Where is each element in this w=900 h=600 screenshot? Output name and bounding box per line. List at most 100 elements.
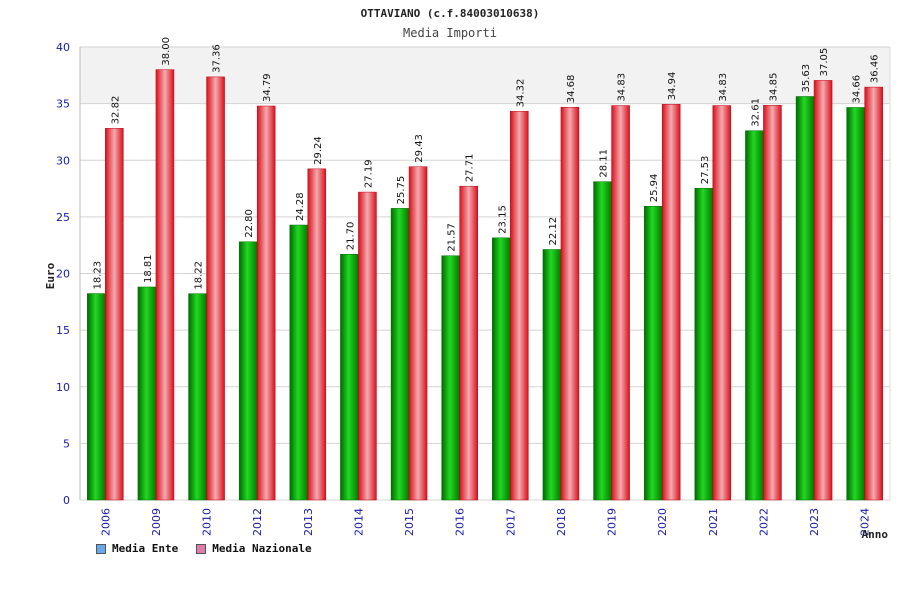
bar-media-ente — [593, 181, 612, 501]
bar-media-nazionale — [510, 111, 529, 501]
y-tick-label: 30 — [56, 154, 70, 167]
bar-media-nazionale — [206, 76, 225, 501]
bar-media-ente — [846, 107, 865, 501]
bar-media-nazionale — [611, 105, 630, 501]
y-tick-label: 5 — [63, 437, 70, 450]
value-label: 32.61 — [750, 98, 761, 127]
bar-media-ente — [492, 237, 511, 501]
x-tick-label: 2010 — [201, 508, 214, 536]
x-tick-label: 2020 — [656, 508, 669, 536]
bar-media-nazionale — [307, 168, 327, 501]
value-label: 29.43 — [414, 134, 425, 163]
value-label: 21.70 — [345, 222, 356, 251]
x-tick-label: 2015 — [403, 508, 416, 536]
x-tick-label: 2018 — [555, 508, 568, 536]
bar-media-ente — [289, 224, 309, 501]
bar-media-nazionale — [813, 80, 833, 501]
bar-media-ente — [542, 249, 562, 501]
value-label: 32.82 — [110, 96, 121, 125]
bar-media-nazionale — [864, 86, 883, 501]
value-label: 18.22 — [194, 261, 205, 290]
bar-media-nazionale — [763, 105, 782, 501]
x-tick-label: 2014 — [352, 508, 365, 536]
bar-media-nazionale — [560, 106, 580, 501]
value-label: 34.85 — [768, 73, 779, 102]
bar-media-ente — [694, 187, 714, 501]
bar-media-ente — [441, 255, 460, 501]
x-tick-label: 2024 — [859, 508, 872, 536]
value-label: 34.32 — [515, 79, 526, 108]
x-axis-ticks: 2006 2009 2010 2012 2013 2014 2015 2016 2017 2018… — [99, 508, 871, 536]
bar-media-ente — [643, 205, 663, 501]
x-tick-label: 2019 — [606, 508, 619, 536]
y-axis-ticks: 0 5 10 15 20 25 30 35 40 — [56, 41, 70, 507]
value-label: 27.53 — [700, 156, 711, 185]
bar-media-nazionale — [712, 105, 732, 501]
bar-media-nazionale — [358, 191, 377, 501]
value-label: 37.36 — [212, 44, 223, 73]
bar-media-ente — [238, 241, 258, 501]
legend-label-media-ente: Media Ente — [112, 542, 179, 555]
y-tick-label: 25 — [56, 211, 70, 224]
x-tick-label: 2023 — [808, 508, 821, 536]
bar-media-ente — [87, 293, 106, 501]
value-label: 25.94 — [649, 174, 660, 203]
value-label: 27.19 — [363, 159, 374, 188]
y-axis-label: Euro — [44, 262, 57, 289]
value-label: 34.83 — [617, 73, 628, 102]
bar-media-nazionale — [256, 105, 276, 501]
value-label: 22.80 — [244, 209, 255, 238]
x-tick-label: 2009 — [150, 508, 163, 536]
x-axis-label: Anno — [862, 528, 889, 541]
value-label: 34.79 — [262, 73, 273, 102]
bar-media-nazionale — [661, 104, 681, 501]
chart-title: OTTAVIANO (c.f.84003010638) — [361, 7, 540, 20]
x-tick-label: 2021 — [707, 508, 720, 536]
bar-media-nazionale — [155, 69, 175, 501]
value-label: 28.11 — [599, 149, 610, 178]
value-label: 23.15 — [497, 205, 508, 234]
legend-item-media-nazionale: Media Nazionale — [196, 542, 312, 555]
bar-media-nazionale — [459, 185, 478, 501]
value-label: 34.83 — [718, 73, 729, 102]
value-label: 27.71 — [465, 154, 476, 183]
value-label: 21.57 — [447, 223, 458, 252]
value-label: 34.94 — [667, 72, 678, 101]
value-label: 18.23 — [92, 261, 103, 290]
value-label: 36.46 — [870, 54, 881, 83]
value-label: 37.05 — [819, 48, 830, 77]
value-label: 25.75 — [396, 176, 407, 205]
x-tick-label: 2006 — [99, 508, 112, 536]
legend-item-media-ente: Media Ente — [96, 542, 178, 555]
bar-media-ente — [340, 253, 359, 501]
bar-media-nazionale — [105, 128, 124, 501]
legend-swatch-media-ente — [96, 543, 106, 554]
x-tick-label: 2016 — [454, 508, 467, 536]
value-label: 35.63 — [801, 64, 812, 93]
y-tick-label: 35 — [56, 98, 70, 111]
bar-media-ente — [188, 293, 207, 501]
bar-media-ente — [390, 208, 410, 501]
legend-label-media-nazionale: Media Nazionale — [212, 542, 312, 555]
legend-swatch-media-nazionale — [196, 543, 207, 554]
legend: Media Ente Media Nazionale — [96, 542, 312, 555]
x-tick-label: 2022 — [757, 508, 770, 536]
chart-subtitle: Media Importi — [403, 26, 497, 40]
bar-media-ente — [795, 96, 815, 501]
value-label: 18.81 — [143, 254, 154, 283]
x-tick-label: 2013 — [302, 508, 315, 536]
y-tick-label: 10 — [56, 381, 70, 394]
y-tick-label: 20 — [56, 268, 70, 281]
y-tick-label: 15 — [56, 324, 70, 337]
bar-media-ente — [137, 286, 157, 501]
y-tick-label: 0 — [63, 494, 70, 507]
value-label: 34.66 — [852, 75, 863, 104]
bars — [87, 69, 883, 501]
value-label: 22.12 — [548, 217, 559, 246]
value-label: 38.00 — [161, 37, 172, 66]
y-tick-label: 40 — [56, 41, 70, 54]
x-tick-label: 2017 — [504, 508, 517, 536]
bar-media-nazionale — [408, 166, 428, 501]
value-label: 34.68 — [566, 75, 577, 104]
